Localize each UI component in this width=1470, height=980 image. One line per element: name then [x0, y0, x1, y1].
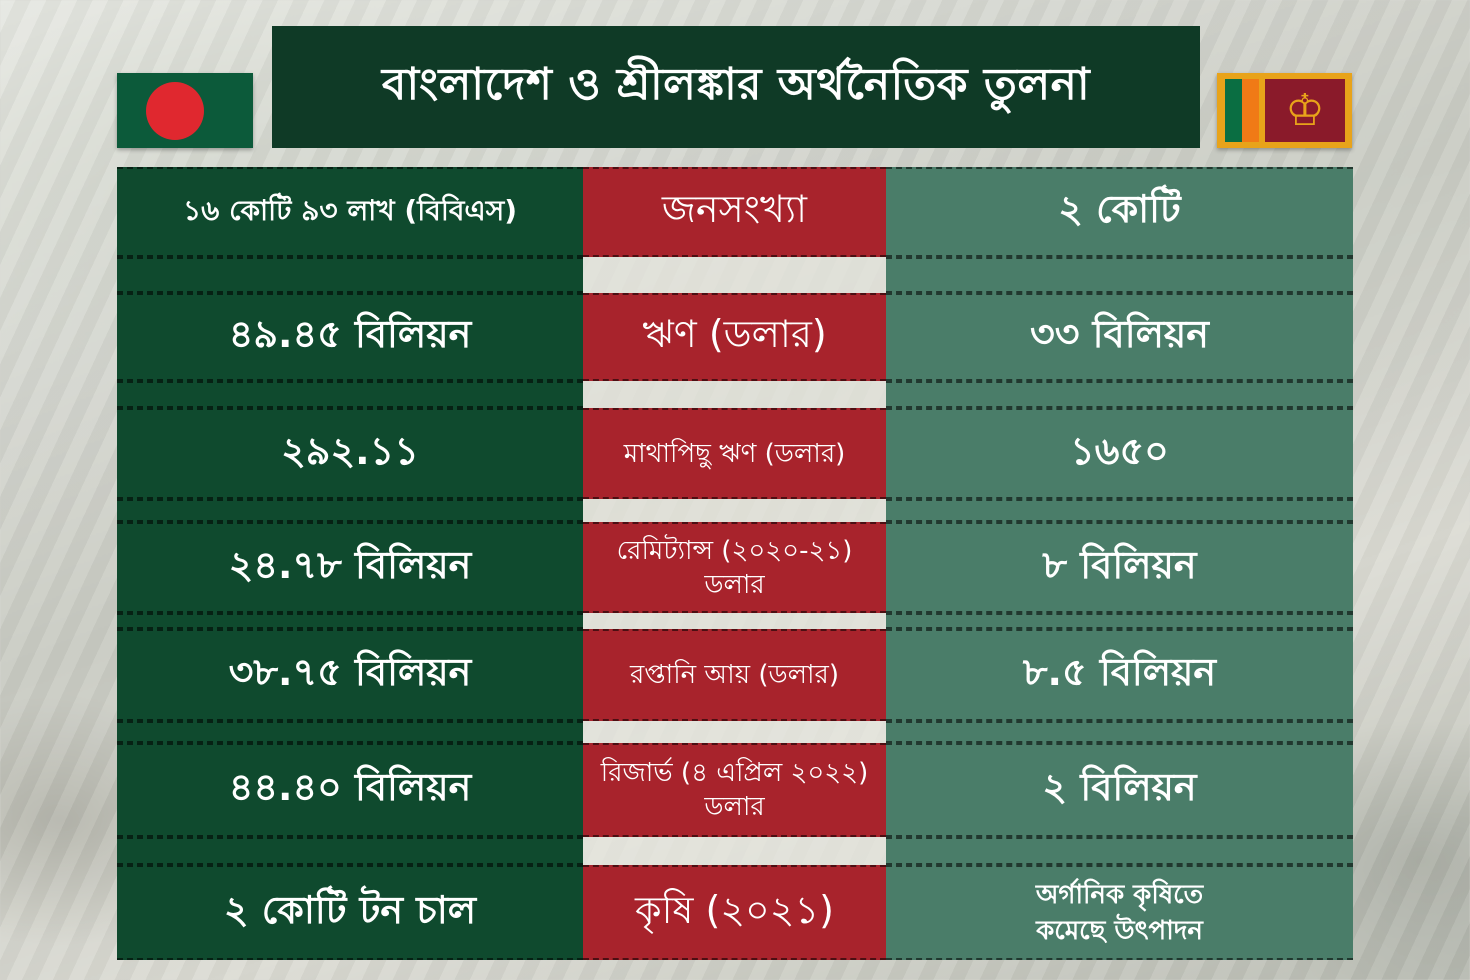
flag-orange-stripe — [1242, 79, 1259, 142]
comparison-table: ১৬ কোটি ৯৩ লাখ (বিবিএস) জনসংখ্যা ২ কোটি … — [117, 167, 1353, 960]
bangladesh-value: ২৯২.১১ — [117, 408, 583, 499]
metric-label-line1: রিজার্ভ (৪ এপ্রিল ২০২২) — [600, 758, 869, 788]
bangladesh-value: ৩৮.৭৫ বিলিয়ন — [117, 629, 583, 721]
sri-lanka-value: ২ কোটি — [886, 167, 1353, 257]
row-spacer — [117, 257, 1353, 293]
sri-lanka-value: ৮ বিলিয়ন — [886, 522, 1353, 613]
table-row: ২ কোটি টন চাল কৃষি (২০২১) অর্গানিক কৃষিত… — [117, 865, 1353, 960]
lion-icon: ♔ — [1285, 85, 1325, 136]
metric-label: মাথাপিছু ঋণ (ডলার) — [583, 408, 886, 499]
table-row: ৪৪.৪০ বিলিয়ন রিজার্ভ (৪ এপ্রিল ২০২২) ডল… — [117, 743, 1353, 837]
metric-label: কৃষি (২০২১) — [583, 865, 886, 960]
table-row: ২৯২.১১ মাথাপিছু ঋণ (ডলার) ১৬৫০ — [117, 408, 1353, 499]
flag-maroon-field — [1265, 79, 1345, 142]
table-row: ২৪.৭৮ বিলিয়ন রেমিট্যান্স (২০২০-২১) ডলার… — [117, 522, 1353, 613]
sri-lanka-value-line1: অর্গানিক কৃষিতে — [1035, 879, 1204, 910]
table-row: ৩৮.৭৫ বিলিয়ন রপ্তানি আয় (ডলার) ৮.৫ বিল… — [117, 629, 1353, 721]
sri-lanka-value: ১৬৫০ — [886, 408, 1353, 499]
bangladesh-value: ২৪.৭৮ বিলিয়ন — [117, 522, 583, 613]
page-title: বাংলাদেশ ও শ্রীলঙ্কার অর্থনৈতিক তুলনা — [381, 58, 1091, 110]
title-banner: বাংলাদেশ ও শ্রীলঙ্কার অর্থনৈতিক তুলনা — [272, 26, 1200, 148]
metric-label: রিজার্ভ (৪ এপ্রিল ২০২২) ডলার — [583, 743, 886, 837]
flag-green-stripe — [1225, 79, 1242, 142]
sri-lanka-value: ২ বিলিয়ন — [886, 743, 1353, 837]
bangladesh-value: ৪৯.৪৫ বিলিয়ন — [117, 293, 583, 381]
sri-lanka-value: ৩৩ বিলিয়ন — [886, 293, 1353, 381]
row-spacer — [117, 613, 1353, 629]
metric-label: জনসংখ্যা — [583, 167, 886, 257]
metric-label: ঋণ (ডলার) — [583, 293, 886, 381]
bangladesh-flag-icon — [117, 73, 253, 148]
sri-lanka-value-line2: কমেছে উৎপাদন — [1036, 915, 1203, 946]
row-spacer — [117, 837, 1353, 865]
table-row: ১৬ কোটি ৯৩ লাখ (বিবিএস) জনসংখ্যা ২ কোটি — [117, 167, 1353, 257]
bangladesh-value: ১৬ কোটি ৯৩ লাখ (বিবিএস) — [117, 167, 583, 257]
flag-red-disc — [146, 82, 204, 140]
sri-lanka-value: অর্গানিক কৃষিতে কমেছে উৎপাদন — [886, 865, 1353, 960]
metric-label-line1: রেমিট্যান্স (২০২০-২১) — [616, 535, 853, 566]
table-row: ৪৯.৪৫ বিলিয়ন ঋণ (ডলার) ৩৩ বিলিয়ন — [117, 293, 1353, 381]
row-spacer — [117, 381, 1353, 408]
bangladesh-value: ৪৪.৪০ বিলিয়ন — [117, 743, 583, 837]
metric-label-line2: ডলার — [704, 792, 765, 822]
metric-label: রপ্তানি আয় (ডলার) — [583, 629, 886, 721]
metric-label-line2: ডলার — [704, 569, 765, 600]
sri-lanka-value: ৮.৫ বিলিয়ন — [886, 629, 1353, 721]
row-spacer — [117, 721, 1353, 743]
metric-label: রেমিট্যান্স (২০২০-২১) ডলার — [583, 522, 886, 613]
bangladesh-value: ২ কোটি টন চাল — [117, 865, 583, 960]
sri-lanka-flag-icon: ♔ — [1217, 73, 1352, 148]
row-spacer — [117, 499, 1353, 522]
